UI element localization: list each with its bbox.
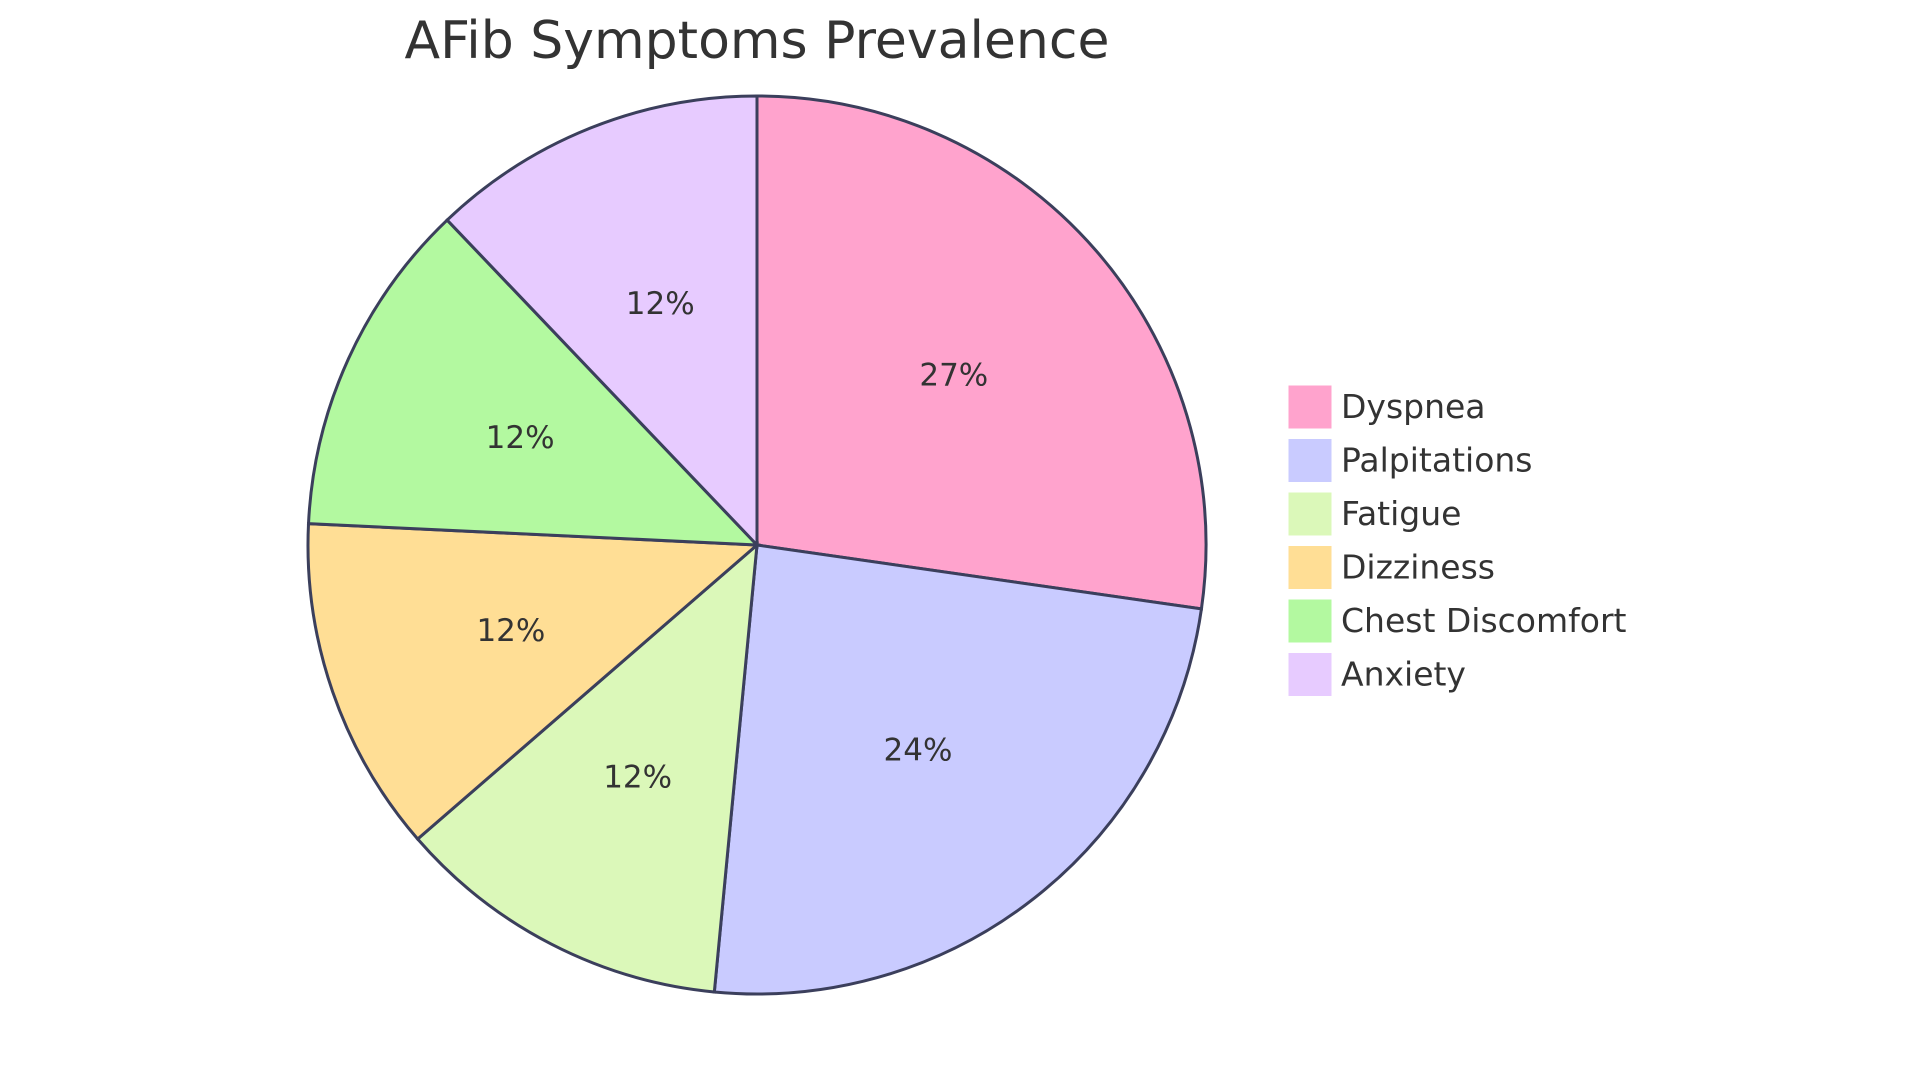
legend-label-anxiety: Anxiety xyxy=(1341,655,1466,694)
slice-label-anxiety: 12% xyxy=(626,286,695,322)
pie-slice-dizziness xyxy=(306,522,761,842)
chart-title: AFib Symptoms Prevalence xyxy=(405,11,1110,71)
slice-label-dyspnea: 27% xyxy=(919,357,988,393)
pie-slice-anxiety xyxy=(445,94,759,549)
legend-swatch-dyspnea xyxy=(1287,384,1333,430)
slice-label-fatigue: 12% xyxy=(603,759,672,795)
legend-label-dyspnea: Dyspnea xyxy=(1341,387,1486,426)
legend-swatch-chest-discomfort xyxy=(1287,598,1333,644)
legend-swatch-anxiety xyxy=(1287,652,1333,697)
legend-label-palpitations: Palpitations xyxy=(1341,441,1533,480)
legend: Dyspnea Palpitations Fatigue Dizziness Chest… xyxy=(1287,384,1627,697)
pie-slice-chest-discomfort xyxy=(306,217,761,547)
pie-slice-palpitations xyxy=(712,543,1204,996)
legend-swatch-dizziness xyxy=(1287,545,1333,590)
legend-label-dizziness: Dizziness xyxy=(1341,548,1495,587)
slice-label-dizziness: 12% xyxy=(476,613,545,649)
pie-slices xyxy=(306,94,1208,996)
legend-label-fatigue: Fatigue xyxy=(1341,494,1461,533)
legend-label-chest-discomfort: Chest Discomfort xyxy=(1341,601,1627,640)
pie-slice-labels: 27% 24% 12% 12% 12% 12% xyxy=(476,286,988,795)
pie-slice-fatigue xyxy=(415,541,759,994)
pie-slice-dyspnea xyxy=(755,94,1208,611)
legend-swatch-fatigue xyxy=(1287,491,1333,537)
legend-swatch-palpitations xyxy=(1287,438,1333,483)
slice-label-palpitations: 24% xyxy=(884,733,953,769)
slice-label-chest-discomfort: 12% xyxy=(486,420,555,456)
